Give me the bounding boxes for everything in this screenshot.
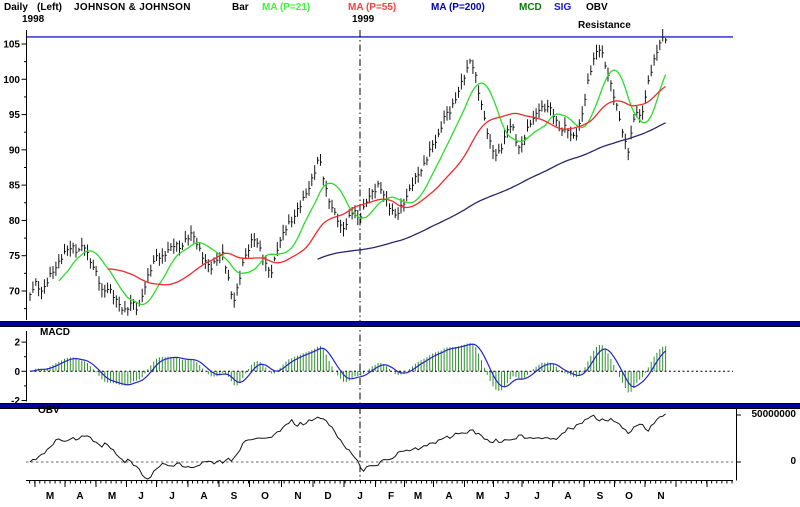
- svg-text:105: 105: [3, 40, 20, 51]
- svg-text:A: A: [200, 491, 207, 502]
- svg-text:O: O: [261, 491, 269, 502]
- svg-text:O: O: [625, 491, 633, 502]
- periodicity-label: Daily: [4, 2, 28, 13]
- legend-ma200: MA (P=200): [431, 2, 485, 13]
- legend-signal: SIG: [554, 2, 572, 13]
- svg-text:S: S: [597, 491, 604, 502]
- svg-text:J: J: [504, 491, 510, 502]
- svg-text:95: 95: [9, 110, 21, 121]
- year-label-1999: 1999: [352, 14, 375, 25]
- svg-text:N: N: [294, 491, 301, 502]
- macd-y-axis: 2 0 -2: [11, 331, 27, 407]
- time-x-axis: [26, 480, 733, 487]
- ma200-line: [317, 122, 666, 260]
- svg-text:100: 100: [3, 75, 20, 86]
- symbol-title: JOHNSON & JOHNSON: [74, 2, 191, 13]
- legend-obv: OBV: [586, 2, 608, 13]
- svg-text:A: A: [76, 491, 83, 502]
- svg-text:75: 75: [9, 251, 21, 262]
- obv-y-axis: [736, 409, 741, 481]
- svg-text:2: 2: [14, 338, 20, 349]
- legend-ma55: MA (P=55): [348, 2, 397, 13]
- resistance-label: Resistance: [578, 20, 631, 31]
- macd-histogram: [32, 342, 667, 393]
- year-label-1998: 1998: [22, 14, 45, 25]
- svg-text:M: M: [476, 491, 484, 502]
- ma55-line: [107, 85, 666, 286]
- svg-text:90: 90: [9, 145, 21, 156]
- chart-type-label: Bar: [232, 2, 249, 13]
- legend-ma21: MA (P=21): [262, 2, 311, 13]
- svg-text:N: N: [657, 491, 664, 502]
- ma21-line: [58, 69, 667, 306]
- svg-text:J: J: [138, 491, 144, 502]
- svg-text:A: A: [564, 491, 571, 502]
- obv-axis-label-0: 0: [790, 456, 796, 467]
- svg-text:F: F: [388, 491, 394, 502]
- svg-text:-2: -2: [11, 396, 20, 407]
- svg-text:M: M: [414, 491, 422, 502]
- macd-signal-line: [29, 343, 667, 388]
- svg-text:J: J: [357, 491, 363, 502]
- svg-text:S: S: [231, 491, 238, 502]
- obv-panel-title: OBV: [38, 405, 60, 416]
- svg-text:M: M: [46, 491, 54, 502]
- price-bars: [29, 29, 668, 316]
- divider-price-macd: [0, 321, 800, 327]
- svg-text:J: J: [169, 491, 175, 502]
- svg-text:D: D: [324, 491, 331, 502]
- divider-macd-obv: [0, 403, 800, 409]
- obv-line: [29, 413, 666, 480]
- scale-label: (Left): [37, 2, 62, 13]
- macd-panel-title: MACD: [40, 327, 70, 338]
- svg-text:70: 70: [9, 286, 21, 297]
- svg-text:0: 0: [14, 367, 20, 378]
- svg-text:85: 85: [9, 181, 21, 192]
- price-y-axis: 105 100 95 90 85 80 75 70: [3, 30, 27, 320]
- svg-text:A: A: [445, 491, 452, 502]
- svg-text:J: J: [534, 491, 540, 502]
- legend-macd: MCD: [519, 2, 542, 13]
- svg-text:80: 80: [9, 216, 21, 227]
- obv-axis-label-50m: 50000000: [751, 409, 797, 420]
- svg-text:M: M: [108, 491, 116, 502]
